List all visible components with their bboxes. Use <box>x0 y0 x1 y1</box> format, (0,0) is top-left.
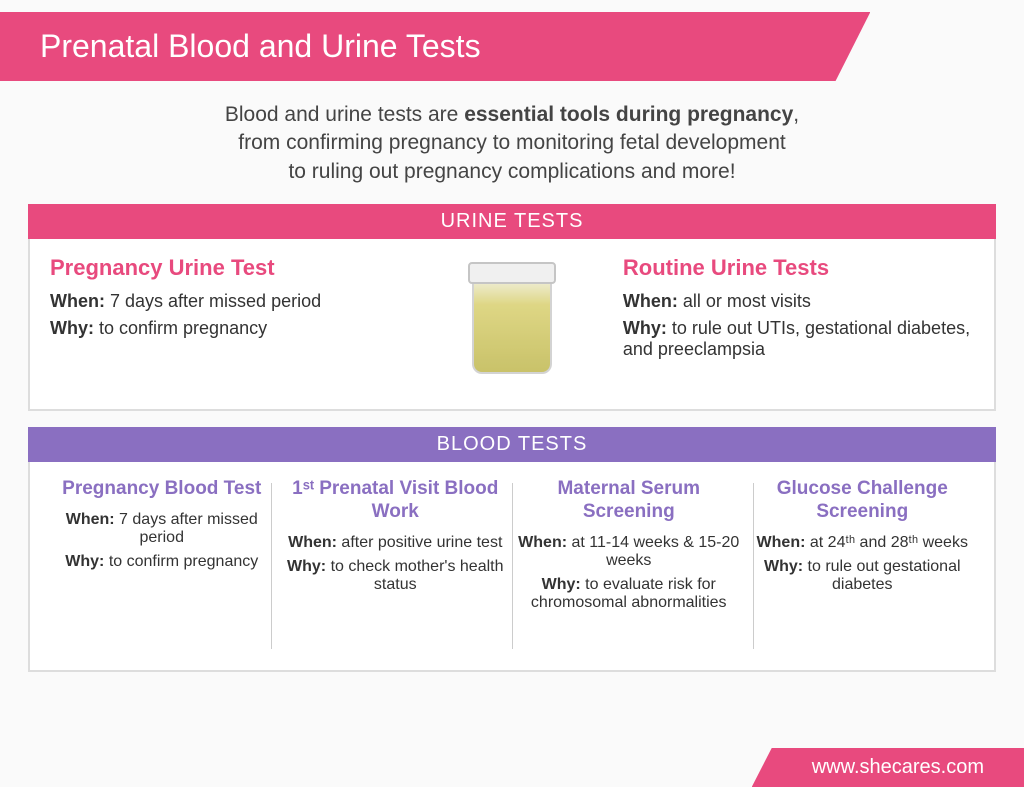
when-label: When: <box>518 534 567 551</box>
why-value: to confirm pregnancy <box>109 553 258 570</box>
when-line: When: at 24ᵗʰ and 28ᵗʰ weeks <box>751 534 975 552</box>
divider <box>753 483 754 649</box>
footer-url: www.shecares.com <box>752 748 1024 787</box>
test-title: Glucose Challenge Screening <box>751 478 975 524</box>
when-label: When: <box>50 291 105 311</box>
when-value: all or most visits <box>683 291 811 311</box>
intro-line3: to ruling out pregnancy complications an… <box>288 160 735 183</box>
when-label: When: <box>757 534 806 551</box>
blood-test-prenatal-visit: 1ˢᵗ Prenatal Visit Blood Work When: afte… <box>284 478 508 656</box>
when-line: When: after positive urine test <box>284 534 508 552</box>
why-line: Why: to rule out gestational diabetes <box>751 558 975 594</box>
why-value: to check mother's health status <box>331 558 504 593</box>
when-value: 7 days after missed period <box>110 291 321 311</box>
why-line: Why: to rule out UTIs, gestational diabe… <box>623 318 974 360</box>
blood-section-header: BLOOD TESTS <box>28 427 996 462</box>
why-line: Why: to confirm pregnancy <box>50 318 321 339</box>
when-value: at 11-14 weeks & 15-20 weeks <box>572 534 740 569</box>
divider <box>271 483 272 649</box>
intro-line2: from confirming pregnancy to monitoring … <box>238 131 785 154</box>
when-line: When: 7 days after missed period <box>50 291 321 312</box>
when-line: When: all or most visits <box>623 291 974 312</box>
page-title: Prenatal Blood and Urine Tests <box>0 12 870 81</box>
why-label: Why: <box>623 318 667 338</box>
test-title: 1ˢᵗ Prenatal Visit Blood Work <box>284 478 508 524</box>
urine-section-header: URINE TESTS <box>28 204 996 239</box>
why-value: to rule out gestational diabetes <box>808 558 961 593</box>
blood-panel: Pregnancy Blood Test When: 7 days after … <box>28 462 996 672</box>
test-title: Maternal Serum Screening <box>517 478 741 524</box>
why-label: Why: <box>764 558 803 575</box>
urine-test-routine: Routine Urine Tests When: all or most vi… <box>623 255 974 395</box>
when-label: When: <box>288 534 337 551</box>
intro-text: Blood and urine tests are essential tool… <box>0 81 1024 204</box>
intro-bold: essential tools during pregnancy <box>464 103 793 126</box>
urine-panel: Pregnancy Urine Test When: 7 days after … <box>28 239 996 411</box>
test-title: Pregnancy Urine Test <box>50 255 321 281</box>
test-title: Pregnancy Blood Test <box>50 478 274 501</box>
when-line: When: at 11-14 weeks & 15-20 weeks <box>517 534 741 570</box>
why-label: Why: <box>287 558 326 575</box>
why-value: to rule out UTIs, gestational diabetes, … <box>623 318 970 359</box>
divider <box>512 483 513 649</box>
blood-test-glucose: Glucose Challenge Screening When: at 24ᵗ… <box>751 478 975 656</box>
intro-part1: Blood and urine tests are <box>225 103 464 126</box>
why-line: Why: to evaluate risk for chromosomal ab… <box>517 576 741 612</box>
when-label: When: <box>623 291 678 311</box>
urine-test-pregnancy: Pregnancy Urine Test When: 7 days after … <box>50 255 321 395</box>
test-title: Routine Urine Tests <box>623 255 974 281</box>
why-line: Why: to confirm pregnancy <box>50 553 274 571</box>
blood-test-pregnancy: Pregnancy Blood Test When: 7 days after … <box>50 478 274 656</box>
when-line: When: 7 days after missed period <box>50 511 274 547</box>
why-line: Why: to check mother's health status <box>284 558 508 594</box>
blood-test-serum: Maternal Serum Screening When: at 11-14 … <box>517 478 741 656</box>
urine-cup-icon <box>472 274 552 374</box>
why-label: Why: <box>542 576 581 593</box>
why-value: to confirm pregnancy <box>99 318 267 338</box>
when-value: at 24ᵗʰ and 28ᵗʰ weeks <box>810 534 968 551</box>
why-label: Why: <box>50 318 94 338</box>
why-label: Why: <box>65 553 104 570</box>
when-value: after positive urine test <box>341 534 502 551</box>
when-label: When: <box>66 511 115 528</box>
when-value: 7 days after missed period <box>119 511 258 546</box>
intro-part1b: , <box>793 103 799 126</box>
